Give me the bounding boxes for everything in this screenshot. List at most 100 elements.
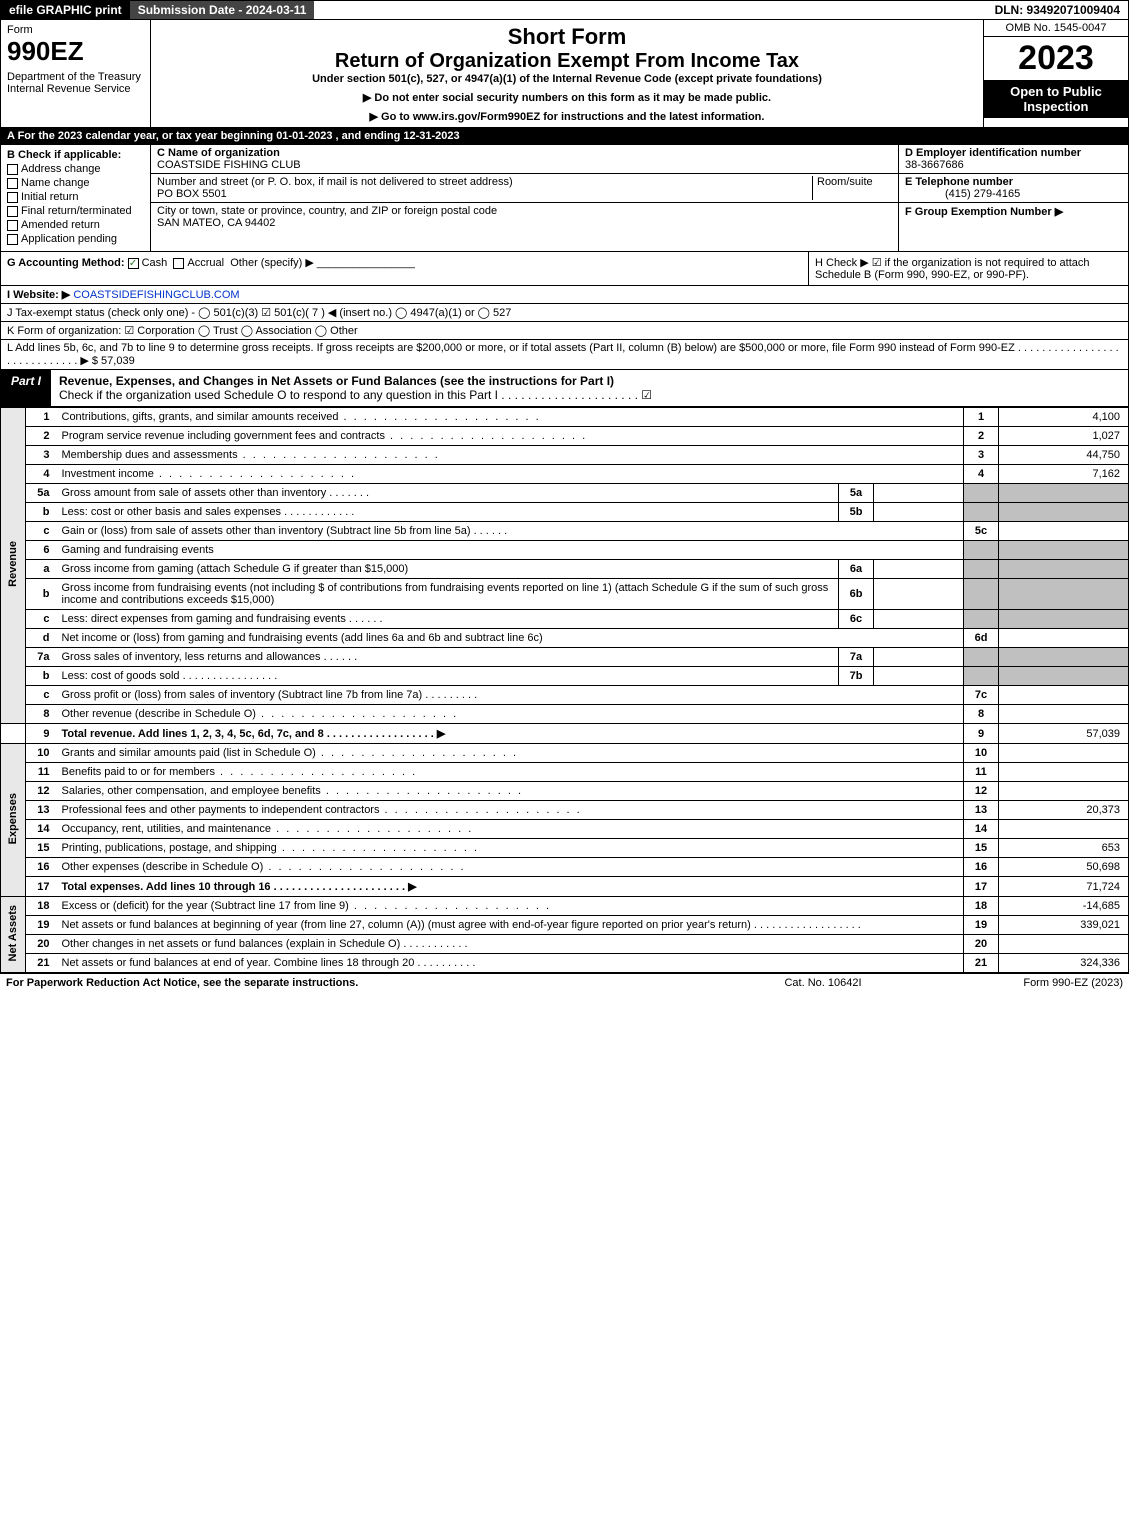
form-title: Return of Organization Exempt From Incom… bbox=[161, 50, 973, 73]
top-bar: efile GRAPHIC print Submission Date - 20… bbox=[0, 0, 1129, 20]
footer-right: Form 990-EZ (2023) bbox=[923, 977, 1123, 989]
note-ssn: ▶ Do not enter social security numbers o… bbox=[161, 91, 973, 104]
line-21: 21 Net assets or fund balances at end of… bbox=[1, 954, 1129, 973]
f-group: F Group Exemption Number ▶ bbox=[899, 203, 1128, 220]
submission-date: Submission Date - 2024-03-11 bbox=[130, 1, 315, 19]
part1-tab: Part I bbox=[1, 370, 51, 406]
spacer bbox=[314, 1, 986, 19]
note-url: ▶ Go to www.irs.gov/Form990EZ for instru… bbox=[161, 110, 973, 123]
header-left: Form 990EZ Department of the Treasury In… bbox=[1, 20, 151, 127]
part1-table: Revenue 1 Contributions, gifts, grants, … bbox=[0, 407, 1129, 973]
row-l-receipts: L Add lines 5b, 6c, and 7b to line 9 to … bbox=[0, 340, 1129, 370]
line-7a: 7a Gross sales of inventory, less return… bbox=[1, 648, 1129, 667]
line-19: 19 Net assets or fund balances at beginn… bbox=[1, 916, 1129, 935]
d-value: 38-3667686 bbox=[905, 159, 964, 171]
website-link[interactable]: COASTSIDEFISHINGCLUB.COM bbox=[73, 289, 239, 301]
b-opt-amended: Amended return bbox=[7, 219, 144, 231]
line-10: Expenses 10 Grants and similar amounts p… bbox=[1, 744, 1129, 763]
e-value: (415) 279-4165 bbox=[905, 188, 1020, 200]
b-opt-name: Name change bbox=[7, 177, 144, 189]
part1-checknote: Check if the organization used Schedule … bbox=[59, 388, 652, 402]
col-def: D Employer identification number 38-3667… bbox=[898, 145, 1128, 251]
checkbox-icon[interactable] bbox=[173, 258, 184, 269]
line-9: 9 Total revenue. Add lines 1, 2, 3, 4, 5… bbox=[1, 724, 1129, 744]
c-street-value: PO BOX 5501 bbox=[157, 188, 812, 200]
row-i-website: I Website: ▶ COASTSIDEFISHINGCLUB.COM bbox=[0, 286, 1129, 304]
checkbox-icon[interactable] bbox=[7, 234, 18, 245]
c-name-label: C Name of organization bbox=[157, 147, 892, 159]
footer-center: Cat. No. 10642I bbox=[723, 977, 923, 989]
line-5b: b Less: cost or other basis and sales ex… bbox=[1, 503, 1129, 522]
row-j-status: J Tax-exempt status (check only one) - ◯… bbox=[0, 304, 1129, 322]
revenue-header: Revenue bbox=[1, 408, 26, 724]
checkbox-icon[interactable] bbox=[7, 220, 18, 231]
line-18: Net Assets 18 Excess or (deficit) for th… bbox=[1, 897, 1129, 916]
checkbox-icon[interactable]: ✓ bbox=[128, 258, 139, 269]
checkbox-icon[interactable] bbox=[7, 192, 18, 203]
checkbox-icon[interactable] bbox=[7, 164, 18, 175]
row-a-period: A For the 2023 calendar year, or tax yea… bbox=[0, 128, 1129, 145]
line-5c: c Gain or (loss) from sale of assets oth… bbox=[1, 522, 1129, 541]
line-6b: b Gross income from fundraising events (… bbox=[1, 579, 1129, 610]
form-number: 990EZ bbox=[7, 36, 144, 67]
h-schedule-b: H Check ▶ ☑ if the organization is not r… bbox=[808, 252, 1128, 285]
line-3: 3 Membership dues and assessments 3 44,7… bbox=[1, 446, 1129, 465]
line-13: 13 Professional fees and other payments … bbox=[1, 801, 1129, 820]
line-1: Revenue 1 Contributions, gifts, grants, … bbox=[1, 408, 1129, 427]
line-11: 11 Benefits paid to or for members 11 bbox=[1, 763, 1129, 782]
form-header: Form 990EZ Department of the Treasury In… bbox=[0, 20, 1129, 128]
part1-title: Revenue, Expenses, and Changes in Net As… bbox=[51, 370, 1128, 406]
line-6c: c Less: direct expenses from gaming and … bbox=[1, 610, 1129, 629]
line-8: 8 Other revenue (describe in Schedule O)… bbox=[1, 705, 1129, 724]
c-city-cell: City or town, state or province, country… bbox=[151, 203, 898, 231]
b-opt-final: Final return/terminated bbox=[7, 205, 144, 217]
row-k-orgform: K Form of organization: ☑ Corporation ◯ … bbox=[0, 322, 1129, 340]
d-label: D Employer identification number bbox=[905, 147, 1081, 159]
line-12: 12 Salaries, other compensation, and emp… bbox=[1, 782, 1129, 801]
footer-left: For Paperwork Reduction Act Notice, see … bbox=[6, 977, 723, 989]
d-ein: D Employer identification number 38-3667… bbox=[899, 145, 1128, 174]
checkbox-icon[interactable] bbox=[7, 178, 18, 189]
e-phone: E Telephone number (415) 279-4165 bbox=[899, 174, 1128, 203]
short-form-title: Short Form bbox=[161, 24, 973, 50]
c-city-value: SAN MATEO, CA 94402 bbox=[157, 217, 892, 229]
e-label: E Telephone number bbox=[905, 176, 1013, 188]
part1-header: Part I Revenue, Expenses, and Changes in… bbox=[0, 370, 1129, 407]
tax-year: 2023 bbox=[984, 37, 1128, 80]
c-city-label: City or town, state or province, country… bbox=[157, 205, 892, 217]
b-opt-initial: Initial return bbox=[7, 191, 144, 203]
netassets-header: Net Assets bbox=[1, 897, 26, 973]
department-label: Department of the Treasury Internal Reve… bbox=[7, 71, 144, 95]
c-street-label: Number and street (or P. O. box, if mail… bbox=[157, 176, 812, 188]
b-opt-address: Address change bbox=[7, 163, 144, 175]
f-label: F Group Exemption Number ▶ bbox=[905, 206, 1063, 218]
line-14: 14 Occupancy, rent, utilities, and maint… bbox=[1, 820, 1129, 839]
expenses-header: Expenses bbox=[1, 744, 26, 897]
header-right: OMB No. 1545-0047 2023 Open to Public In… bbox=[983, 20, 1128, 127]
line-7b: b Less: cost of goods sold . . . . . . .… bbox=[1, 667, 1129, 686]
section-bcdef: B Check if applicable: Address change Na… bbox=[0, 145, 1129, 252]
g-accounting: G Accounting Method: ✓Cash Accrual Other… bbox=[1, 252, 808, 285]
open-inspection: Open to Public Inspection bbox=[984, 80, 1128, 118]
omb-number: OMB No. 1545-0047 bbox=[984, 20, 1128, 37]
col-b-checkboxes: B Check if applicable: Address change Na… bbox=[1, 145, 151, 251]
line-6d: d Net income or (loss) from gaming and f… bbox=[1, 629, 1129, 648]
line-20: 20 Other changes in net assets or fund b… bbox=[1, 935, 1129, 954]
efile-label: efile GRAPHIC print bbox=[1, 1, 130, 19]
line-2: 2 Program service revenue including gove… bbox=[1, 427, 1129, 446]
line-6a: a Gross income from gaming (attach Sched… bbox=[1, 560, 1129, 579]
col-c-org: C Name of organization COASTSIDE FISHING… bbox=[151, 145, 898, 251]
c-room-label: Room/suite bbox=[812, 176, 892, 200]
c-name-cell: C Name of organization COASTSIDE FISHING… bbox=[151, 145, 898, 174]
checkbox-icon[interactable] bbox=[7, 206, 18, 217]
line-15: 15 Printing, publications, postage, and … bbox=[1, 839, 1129, 858]
page-footer: For Paperwork Reduction Act Notice, see … bbox=[0, 973, 1129, 992]
line-6: 6 Gaming and fundraising events bbox=[1, 541, 1129, 560]
line-5a: 5a Gross amount from sale of assets othe… bbox=[1, 484, 1129, 503]
form-word: Form bbox=[7, 24, 144, 36]
line-16: 16 Other expenses (describe in Schedule … bbox=[1, 858, 1129, 877]
form-subtitle: Under section 501(c), 527, or 4947(a)(1)… bbox=[161, 73, 973, 85]
c-street-cell: Number and street (or P. O. box, if mail… bbox=[151, 174, 898, 203]
dln-label: DLN: 93492071009404 bbox=[987, 1, 1128, 19]
line-7c: c Gross profit or (loss) from sales of i… bbox=[1, 686, 1129, 705]
